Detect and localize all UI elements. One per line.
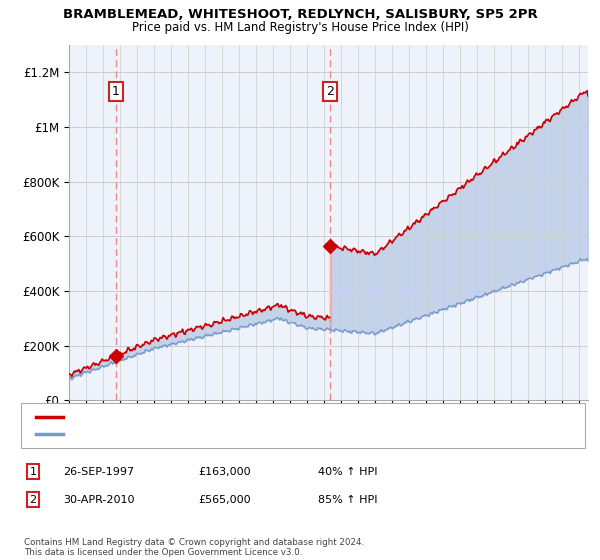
Text: 1: 1: [112, 85, 119, 98]
Text: 40% ↑ HPI: 40% ↑ HPI: [318, 466, 377, 477]
Text: BRAMBLEMEAD, WHITESHOOT, REDLYNCH, SALISBURY, SP5 2PR (detached house): BRAMBLEMEAD, WHITESHOOT, REDLYNCH, SALIS…: [69, 412, 472, 422]
Point: [111, 351, 121, 360]
Text: £565,000: £565,000: [198, 494, 251, 505]
Text: BRAMBLEMEAD, WHITESHOOT, REDLYNCH, SALISBURY, SP5 2PR: BRAMBLEMEAD, WHITESHOOT, REDLYNCH, SALIS…: [62, 8, 538, 21]
Text: Price paid vs. HM Land Registry's House Price Index (HPI): Price paid vs. HM Land Registry's House …: [131, 21, 469, 34]
Text: 2: 2: [29, 494, 37, 505]
Text: 26-SEP-1997: 26-SEP-1997: [63, 466, 134, 477]
Text: 2: 2: [326, 85, 334, 98]
Text: 85% ↑ HPI: 85% ↑ HPI: [318, 494, 377, 505]
Text: HPI: Average price, detached house, Wiltshire: HPI: Average price, detached house, Wilt…: [69, 429, 293, 439]
Text: 30-APR-2010: 30-APR-2010: [63, 494, 134, 505]
Text: £163,000: £163,000: [198, 466, 251, 477]
Point: [325, 241, 335, 250]
Text: Contains HM Land Registry data © Crown copyright and database right 2024.
This d: Contains HM Land Registry data © Crown c…: [24, 538, 364, 557]
Text: 1: 1: [29, 466, 37, 477]
